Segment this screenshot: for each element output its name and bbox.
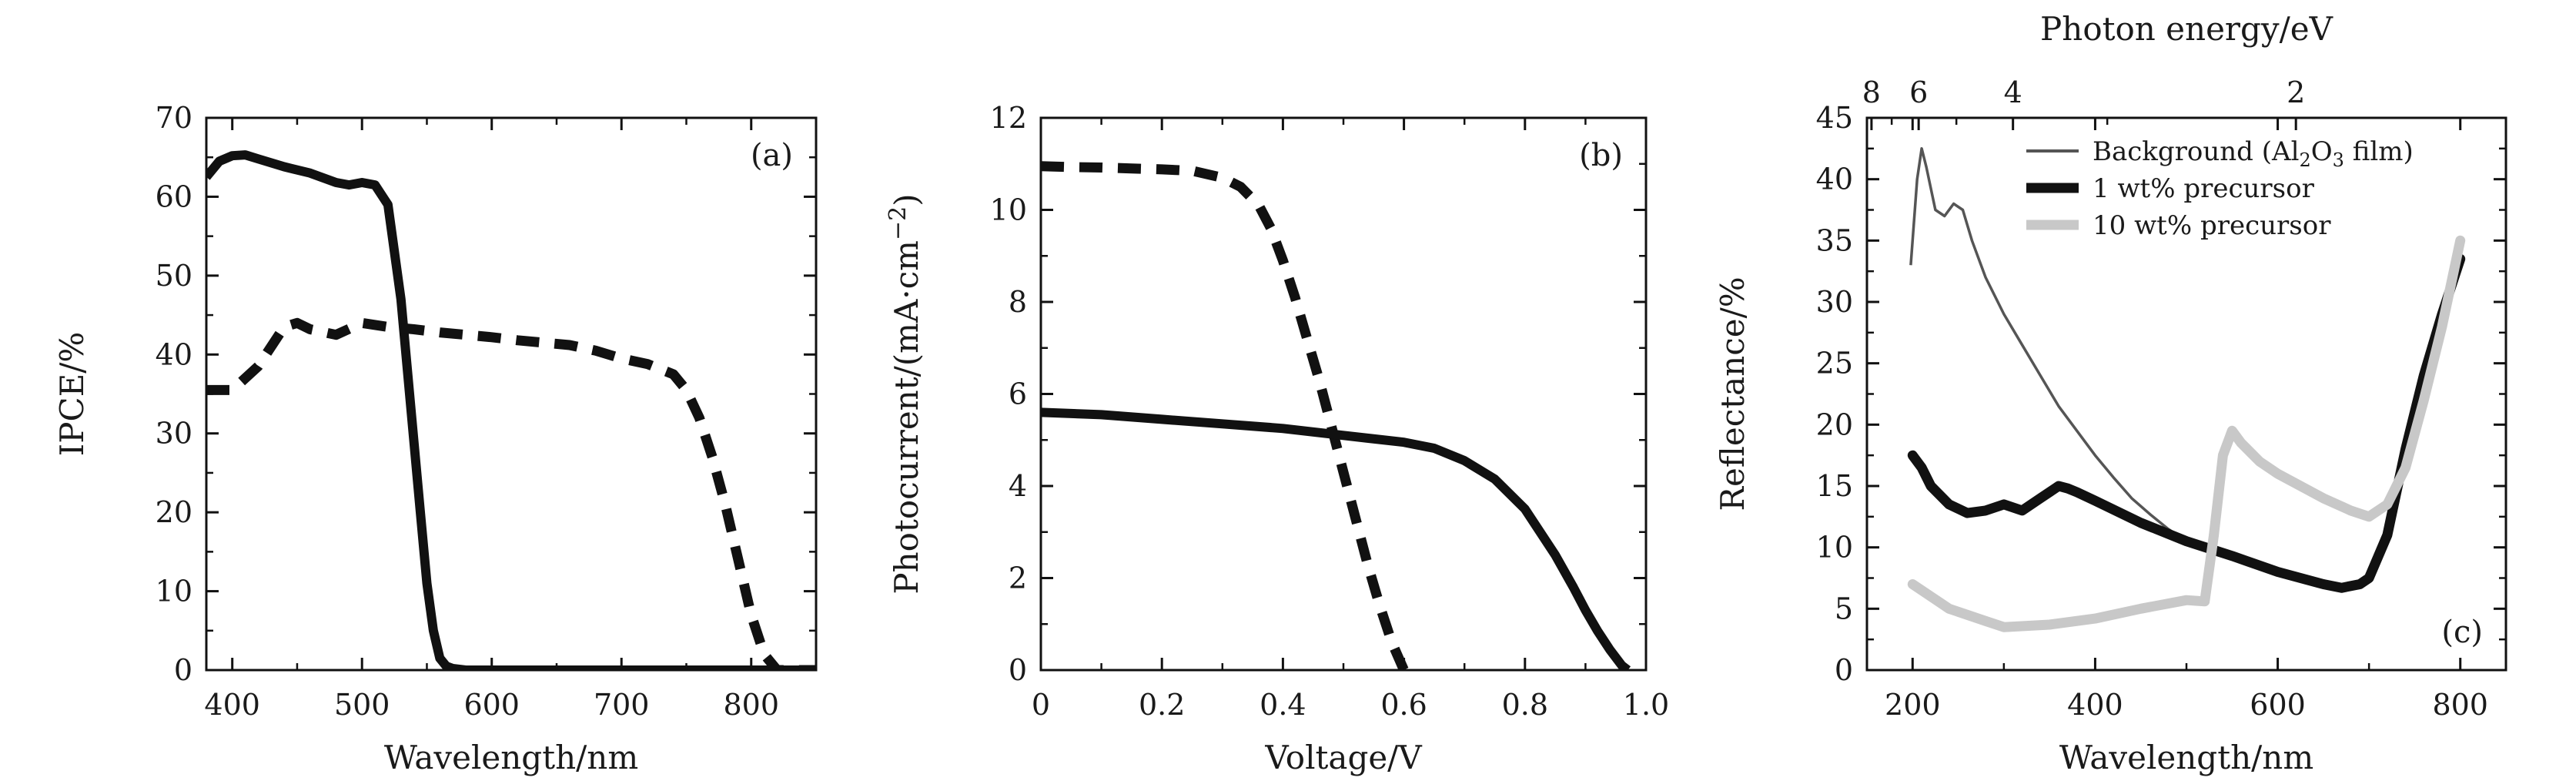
series-line-2 — [1907, 253, 2466, 593]
y-tick-label: 50 — [156, 259, 192, 293]
panel-label: (a) — [751, 138, 793, 173]
y-tick-label: 20 — [156, 495, 192, 529]
y-tick-label: 10 — [1816, 531, 1853, 565]
y-axis-label: Reflectance/% — [1714, 277, 1751, 511]
series-line-2 — [1041, 407, 1631, 670]
x-tick-label: 500 — [334, 688, 390, 722]
panel-c: 200 400 600 800 0 5 10 15 20 25 30 35 40 45 Wavelength… — [1714, 10, 2507, 776]
x-axis-label: Wavelength/nm — [384, 739, 638, 776]
top-tick-label: 4 — [2004, 75, 2022, 109]
y-tick-label: 30 — [156, 417, 192, 451]
y-tick-label: 70 — [156, 101, 192, 135]
x-tick-label: 0.8 — [1502, 688, 1548, 722]
legend-entry: 10 wt% precursor — [2093, 210, 2331, 241]
x-tick-label: 400 — [204, 688, 260, 722]
y-tick-label: 0 — [174, 653, 192, 687]
panel-label: (c) — [2441, 615, 2483, 650]
x-axis-label: Wavelength/nm — [2059, 739, 2313, 776]
plot-frame — [1039, 116, 1648, 672]
top-axis-label: Photon energy/eV — [2040, 10, 2333, 48]
y-tick-label: 15 — [1816, 469, 1853, 503]
y-tick-label: 35 — [1816, 223, 1853, 257]
y-tick-label: 40 — [1816, 163, 1853, 196]
plot-frame — [205, 116, 818, 672]
x-tick-label: 1.0 — [1623, 688, 1669, 722]
y-tick-label: 6 — [1009, 377, 1027, 411]
y-tick-label: 2 — [1009, 561, 1027, 595]
x-tick-label: 0.6 — [1380, 688, 1427, 722]
series-line-1 — [206, 150, 816, 670]
legend-entry: Background (Al2O3 film) — [2093, 136, 2414, 171]
y-tick-label: 60 — [156, 179, 192, 213]
y-tick-label: 0 — [1835, 653, 1853, 687]
y-tick-label: 0 — [1009, 653, 1027, 687]
x-tick-label: 200 — [1885, 688, 1941, 722]
y-tick-label: 8 — [1009, 285, 1027, 319]
series-line-1 — [1041, 161, 1409, 670]
series-line-1 — [1909, 147, 2223, 555]
x-tick-label: 0.2 — [1139, 688, 1185, 722]
x-tick-label: 700 — [594, 688, 650, 722]
y-tick-label: 12 — [990, 101, 1027, 135]
x-axis-label: Voltage/V — [1264, 739, 1422, 776]
legend-entry: 1 wt% precursor — [2093, 173, 2315, 204]
y-tick-label: 20 — [1816, 407, 1853, 441]
top-tick-label: 2 — [2287, 75, 2305, 109]
panel-b: 0 0.2 0.4 0.6 0.8 1.0 0 2 4 6 8 10 12 Voltage/V Photoc… — [885, 101, 1669, 776]
y-tick-label: 30 — [1816, 285, 1853, 319]
y-tick-label: 5 — [1835, 592, 1853, 625]
y-tick-label: 10 — [990, 193, 1027, 227]
panel-label: (b) — [1579, 138, 1623, 173]
x-tick-label: 600 — [2250, 688, 2306, 722]
x-tick-label: 0.4 — [1260, 688, 1306, 722]
x-tick-label: 400 — [2067, 688, 2123, 722]
y-tick-label: 4 — [1009, 469, 1027, 503]
y-tick-label: 25 — [1816, 347, 1853, 380]
series-line-2 — [206, 317, 816, 670]
panel-a: 400 500 600 700 800 0 10 20 30 40 50 60 70 Wavelength… — [53, 101, 818, 776]
x-tick-label: 600 — [463, 688, 520, 722]
x-tick-label: 800 — [2432, 688, 2488, 722]
x-tick-label: 0 — [1032, 688, 1050, 722]
x-tick-label: 800 — [723, 688, 779, 722]
y-tick-label: 10 — [156, 575, 192, 608]
top-tick-label: 6 — [1909, 75, 1928, 109]
y-axis-label: Photocurrent/(mA·cm−2) — [885, 193, 925, 594]
top-tick-label: 8 — [1862, 75, 1881, 109]
y-tick-label: 45 — [1816, 101, 1853, 135]
y-tick-label: 40 — [156, 337, 192, 371]
y-axis-label: IPCE/% — [53, 332, 91, 457]
series-line-3 — [1907, 235, 2466, 632]
